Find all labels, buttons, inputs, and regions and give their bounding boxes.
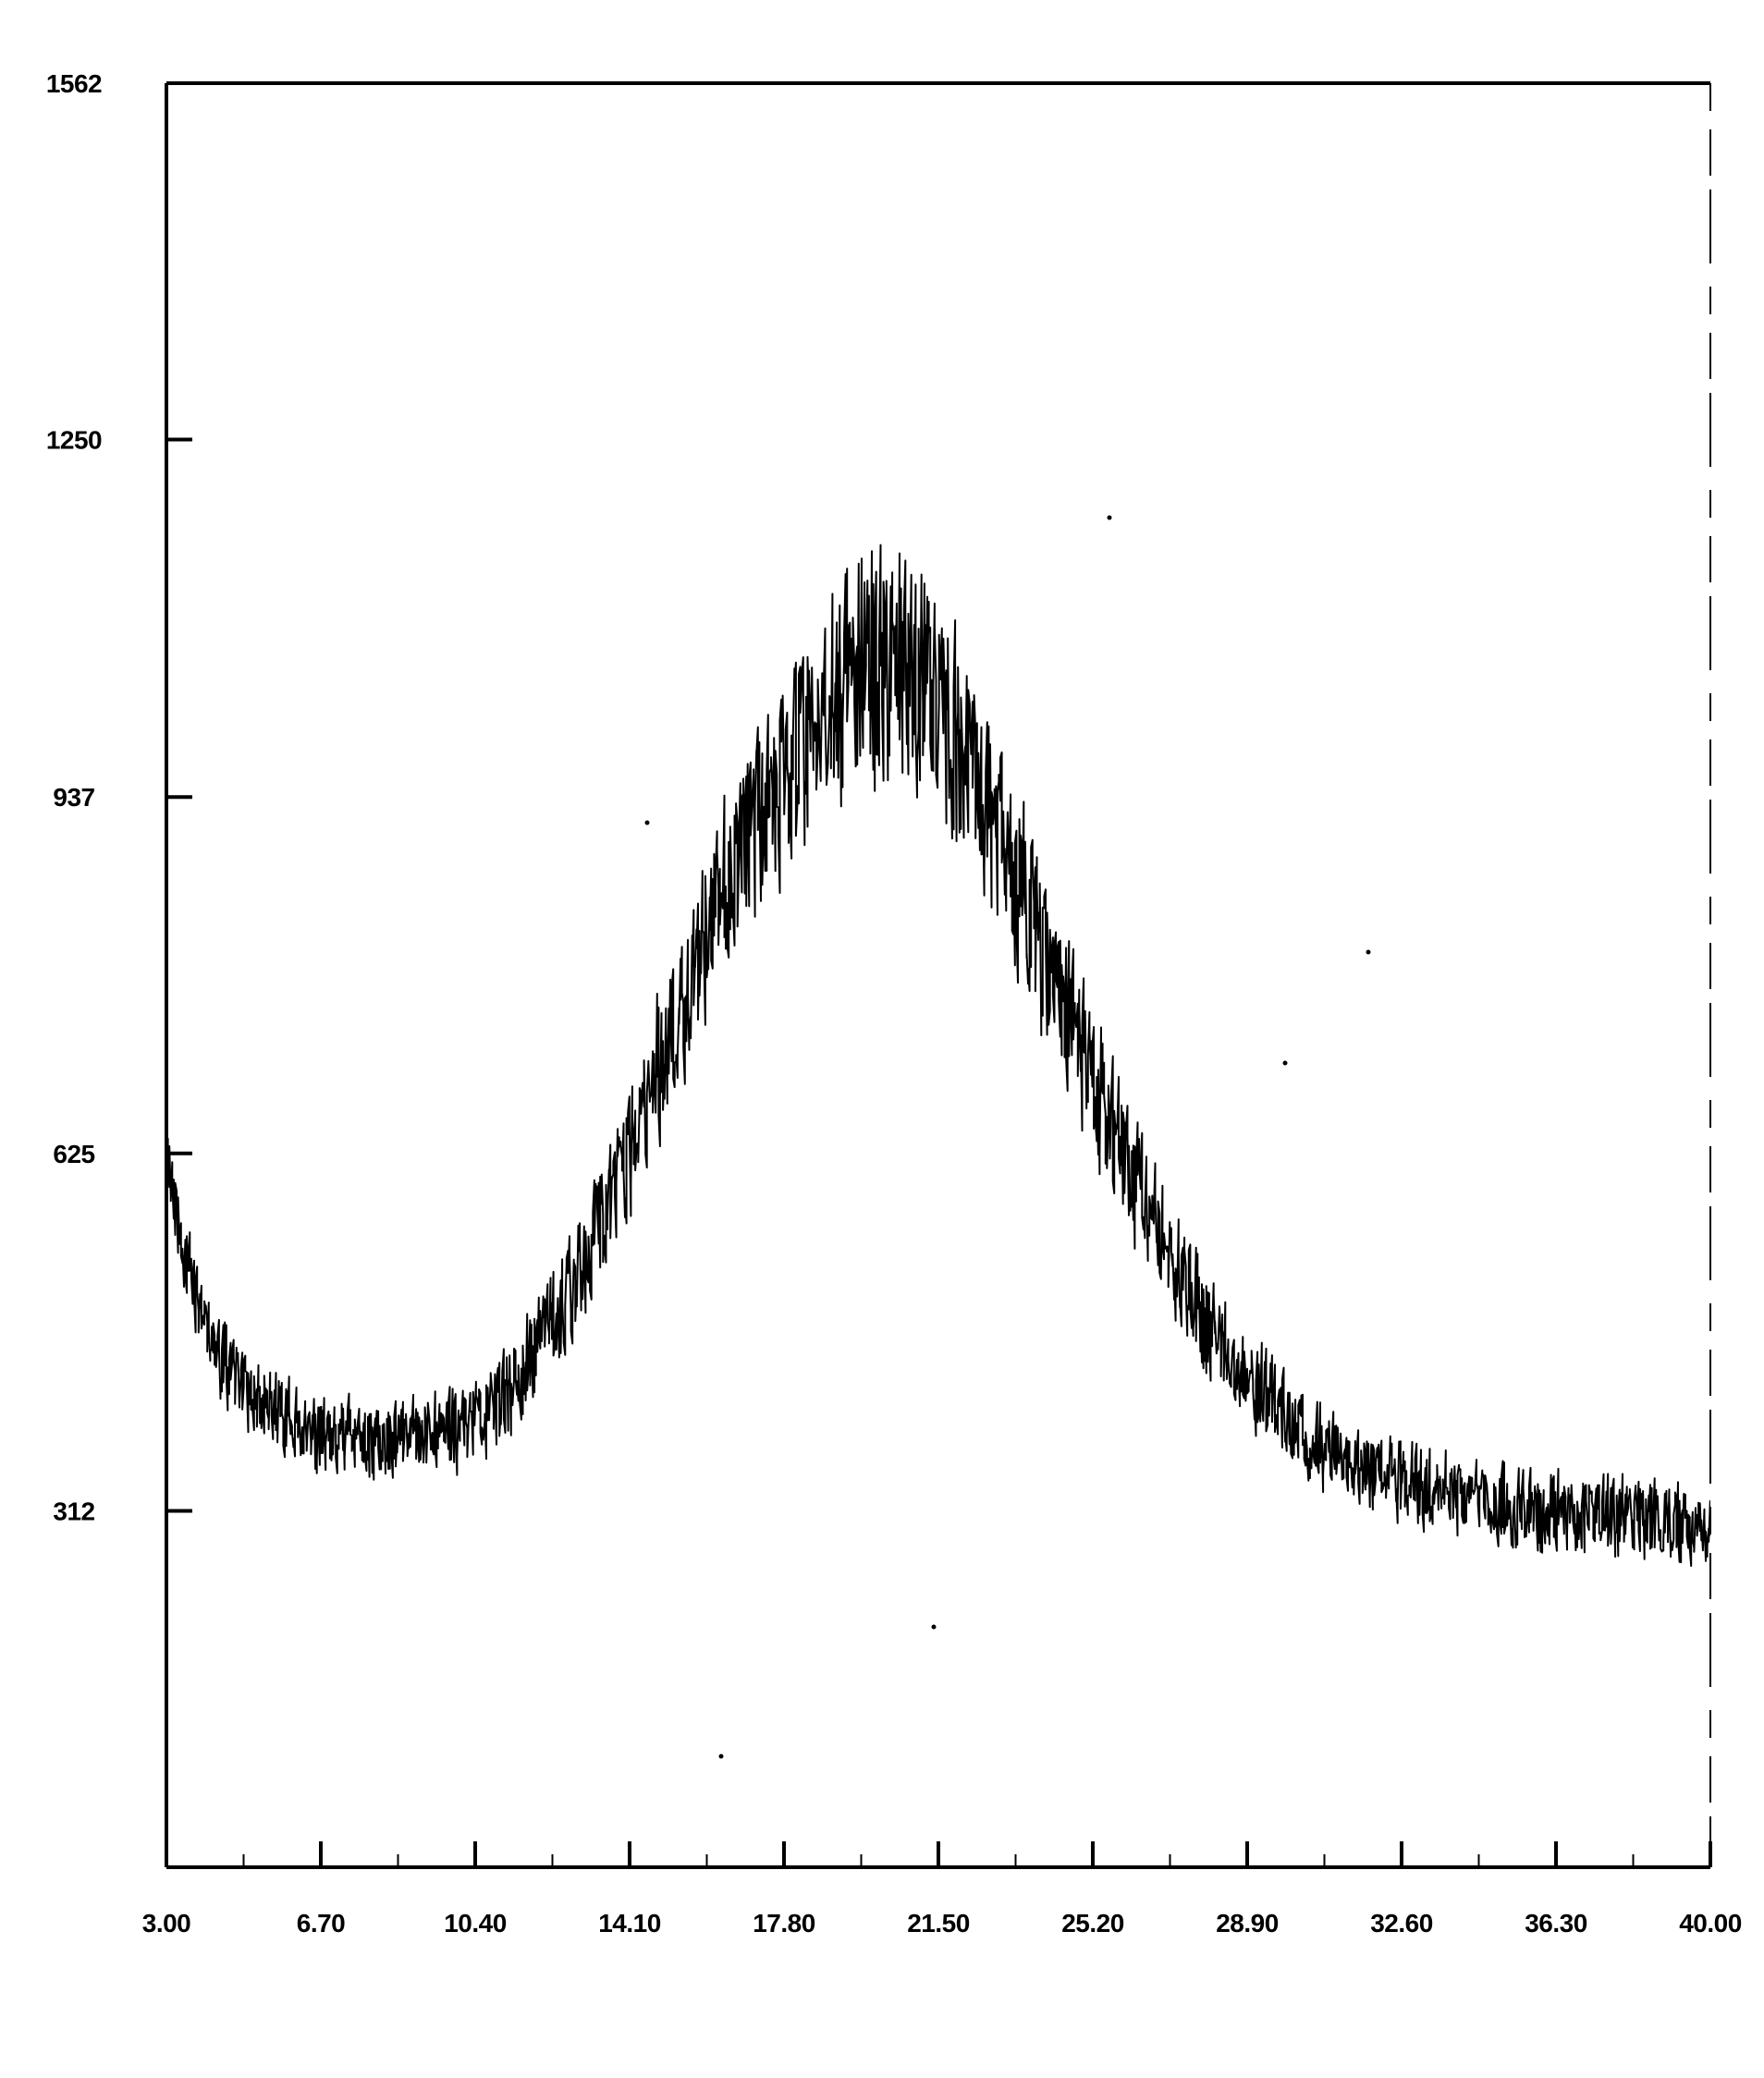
x-tick-label: 28.90 [1216, 1909, 1279, 1937]
x-tick-label: 10.40 [444, 1909, 507, 1937]
artifact-dot [645, 821, 650, 825]
artifact-dot [719, 1754, 724, 1759]
x-tick-label: 40.00 [1679, 1909, 1742, 1937]
x-tick-label: 36.30 [1525, 1909, 1587, 1937]
x-tick-label: 32.60 [1370, 1909, 1433, 1937]
chart-container: 312 625 937 1250 1562 3.00 6.70 10.40 14.10 17.80… [0, 0, 1764, 2078]
x-tick-label: 17.80 [753, 1909, 815, 1937]
x-tick-label: 6.70 [297, 1909, 346, 1937]
x-tick-label: 21.50 [907, 1909, 970, 1937]
artifact-dot [1366, 950, 1371, 955]
y-tick-label: 1250 [46, 426, 102, 455]
artifact-dot [1108, 516, 1112, 520]
x-tick-label: 25.20 [1061, 1909, 1124, 1937]
xrd-spectrum-chart: 312 625 937 1250 1562 3.00 6.70 10.40 14.10 17.80… [0, 0, 1764, 2078]
y-tick-label: 937 [53, 783, 94, 812]
artifact-dot [932, 1625, 937, 1630]
x-tick-label: 3.00 [142, 1909, 191, 1937]
x-tick-label: 14.10 [598, 1909, 661, 1937]
y-tick-label: 312 [53, 1497, 94, 1525]
y-tick-label: 625 [53, 1140, 94, 1168]
artifact-dot [1283, 1061, 1288, 1066]
y-tick-label: 1562 [46, 69, 102, 98]
